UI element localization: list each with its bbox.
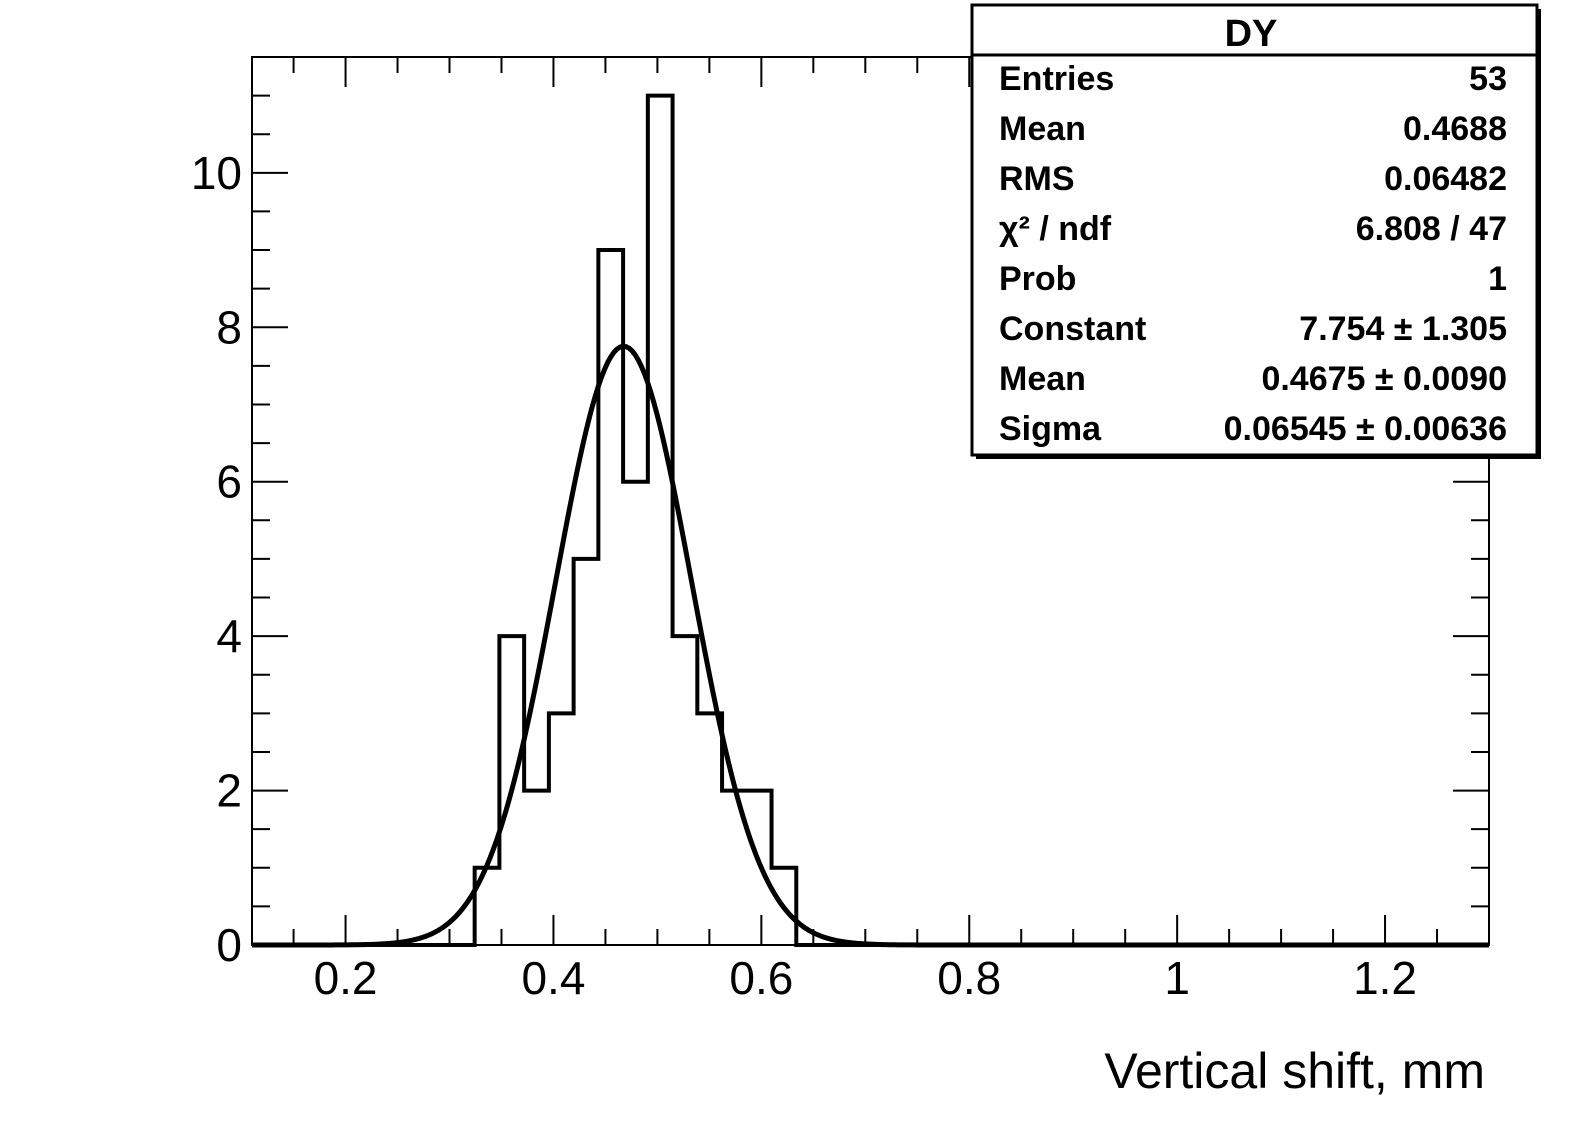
stats-row-label: Entries <box>999 60 1114 98</box>
x-tick-label: 0.8 <box>937 952 1001 1004</box>
y-tick-label: 6 <box>216 456 242 508</box>
stats-row-value: 0.4675 ± 0.0090 <box>1261 360 1507 398</box>
stats-row-label: Sigma <box>999 410 1102 448</box>
stats-row-value: 0.4688 <box>1403 110 1507 148</box>
stats-box-rows: Entries 53 Mean 0.4688 RMS 0.06482 χ² / ndf 6.8… <box>999 60 1507 448</box>
stats-row-label: Mean <box>999 360 1086 398</box>
stats-row-label: RMS <box>999 160 1075 198</box>
y-tick-label: 2 <box>216 765 242 817</box>
x-tick-label: 0.4 <box>521 952 585 1004</box>
y-tick-label: 10 <box>191 147 242 199</box>
y-tick-label: 8 <box>216 301 242 353</box>
stats-row-label: Mean <box>999 110 1086 148</box>
x-tick-labels: 0.2 0.4 0.6 0.8 1 1.2 <box>314 952 1417 1004</box>
stats-row-value: 7.754 ± 1.305 <box>1299 310 1507 348</box>
stats-row-value: 53 <box>1469 60 1507 98</box>
x-tick-label: 0.6 <box>729 952 793 1004</box>
stats-box-frame <box>970 3 1539 457</box>
stats-row-label: χ² / ndf <box>999 210 1112 248</box>
y-tick-label: 4 <box>216 610 242 662</box>
stats-row-value: 6.808 / 47 <box>1356 210 1507 248</box>
x-tick-label: 0.2 <box>314 952 378 1004</box>
y-tick-labels: 0 2 4 6 8 10 <box>191 147 242 971</box>
stats-row-value: 0.06482 <box>1384 160 1507 198</box>
y-tick-label: 0 <box>216 919 242 971</box>
stats-box-title: DY <box>1225 13 1278 55</box>
x-tick-label: 1.2 <box>1353 952 1417 1004</box>
x-tick-label: 1 <box>1164 952 1190 1004</box>
gaussian-fit-curve <box>252 343 1489 948</box>
stats-row-label: Constant <box>999 310 1146 348</box>
stats-row-value: 1 <box>1488 260 1507 298</box>
stats-row-value: 0.06545 ± 0.00636 <box>1224 410 1507 448</box>
stats-box: DY Entries 53 Mean 0.4688 RMS 0.06482 χ² / ndf… <box>970 3 1541 459</box>
stats-row-label: Prob <box>999 260 1076 298</box>
x-axis-title: Vertical shift, mm <box>1104 1043 1485 1099</box>
